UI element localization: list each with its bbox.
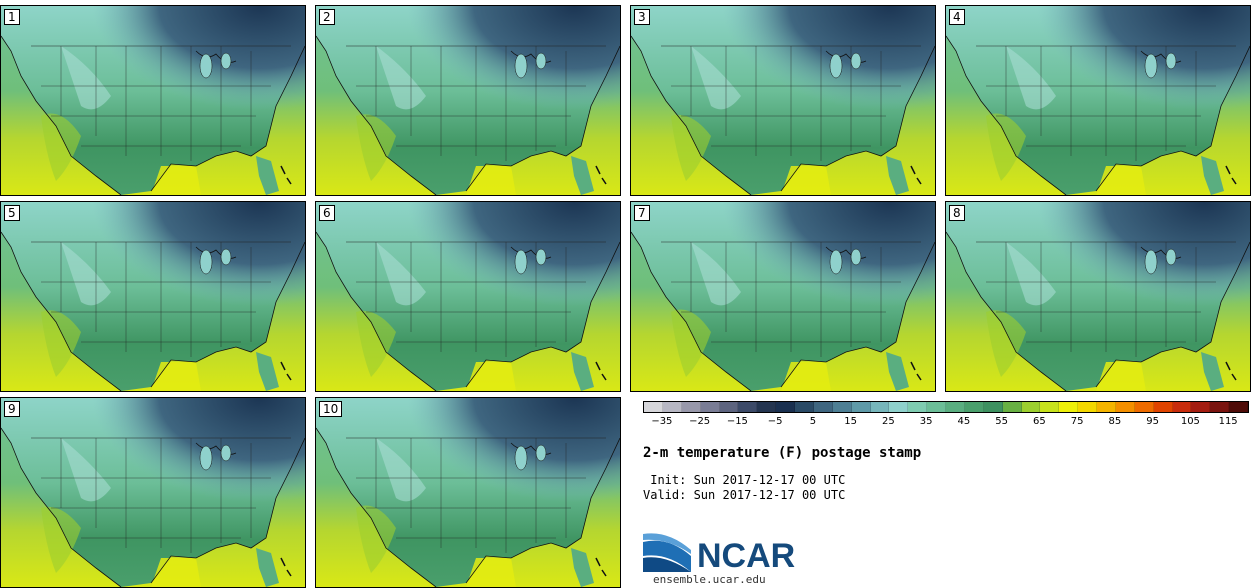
site-url: ensemble.ucar.edu xyxy=(653,573,766,586)
colorbar-cell xyxy=(1021,402,1041,412)
panel-number: 10 xyxy=(319,401,343,417)
panel-number: 2 xyxy=(319,9,335,25)
colorbar-cell xyxy=(1172,402,1192,412)
panel-number: 5 xyxy=(4,205,20,221)
colorbar-cell xyxy=(1229,402,1248,412)
colorbar-cell xyxy=(1134,402,1154,412)
panel-number: 3 xyxy=(634,9,650,25)
chart-title: 2-m temperature (F) postage stamp xyxy=(643,445,922,461)
colorbar-cell xyxy=(1210,402,1230,412)
colorbar-tick-label: −5 xyxy=(767,416,783,427)
panel-number: 7 xyxy=(634,205,650,221)
panel-number: 8 xyxy=(949,205,965,221)
colorbar-tick-label: 15 xyxy=(844,416,857,427)
colorbar-tick-label: −25 xyxy=(689,416,711,427)
map-panel-8: 8 xyxy=(945,201,1251,392)
map-panel-1: 1 xyxy=(0,5,306,196)
colorbar-cell xyxy=(832,402,852,412)
colorbar-cell xyxy=(908,402,928,412)
valid-time: Valid: Sun 2017-12-17 00 UTC xyxy=(643,488,846,502)
colorbar-tick-label: 75 xyxy=(1070,416,1084,427)
colorbar-cell xyxy=(757,402,777,412)
colorbar-tick-label: 5 xyxy=(809,416,817,427)
init-time: Init: Sun 2017-12-17 00 UTC xyxy=(643,473,846,487)
panel-number: 4 xyxy=(949,9,965,25)
time-info: Init: Sun 2017-12-17 00 UTC Valid: Sun 2… xyxy=(643,473,845,503)
colorbar-cell xyxy=(851,402,871,412)
panel-number: 9 xyxy=(4,401,20,417)
colorbar-cell xyxy=(1078,402,1097,412)
colorbar-cell xyxy=(1153,402,1173,412)
map-panel-3: 3 xyxy=(630,5,936,196)
colorbar-tick-label: 25 xyxy=(882,416,895,427)
colorbar-cell xyxy=(738,402,758,412)
colorbar-tick-label: −15 xyxy=(726,416,748,427)
colorbar-cell xyxy=(700,402,720,412)
colorbar-cell xyxy=(1059,402,1079,412)
colorbar-tick-label: 45 xyxy=(957,416,971,427)
colorbar-cell xyxy=(1002,402,1022,412)
colorbar-cell xyxy=(927,402,946,412)
colorbar-cell xyxy=(795,402,814,412)
colorbar-tick-label: 85 xyxy=(1108,416,1122,427)
colorbar-cell xyxy=(946,402,965,412)
colorbar-cell xyxy=(662,402,682,412)
panel-number: 6 xyxy=(319,205,335,221)
colorbar-tick-label: 95 xyxy=(1146,416,1159,427)
colorbar-tick-label: 115 xyxy=(1218,416,1238,427)
colorbar-cell xyxy=(1115,402,1135,412)
colorbar-cell xyxy=(964,402,984,412)
colorbar-tick-label: −35 xyxy=(651,416,673,427)
colorbar-cell xyxy=(1097,402,1116,412)
map-panel-4: 4 xyxy=(945,5,1251,196)
colorbar-cell xyxy=(1191,402,1211,412)
colorbar-tick-label: 35 xyxy=(919,416,933,427)
colorbar-cell xyxy=(681,402,701,412)
colorbar-cell xyxy=(719,402,739,412)
map-panel-9: 9 xyxy=(0,397,306,588)
panel-number: 1 xyxy=(4,9,20,25)
colorbar-cell xyxy=(813,402,833,412)
colorbar-cell xyxy=(776,402,795,412)
map-panel-5: 5 xyxy=(0,201,306,392)
ncar-logo-text: NCAR xyxy=(697,537,796,575)
map-panel-10: 10 xyxy=(315,397,621,588)
colorbar-tick-label: 105 xyxy=(1180,416,1200,427)
colorbar-cell xyxy=(889,402,909,412)
colorbar xyxy=(643,401,1249,413)
map-panel-6: 6 xyxy=(315,201,621,392)
map-panel-2: 2 xyxy=(315,5,621,196)
map-panel-7: 7 xyxy=(630,201,936,392)
colorbar-labels: −35 −25 −15 −5 5 15 25 35 45 55 65 75 85 95 105 115 xyxy=(643,416,1249,430)
ncar-logo-icon xyxy=(643,533,691,572)
colorbar-cell xyxy=(1040,402,1060,412)
colorbar-tick-label: 65 xyxy=(1033,416,1046,427)
colorbar-cell xyxy=(870,402,890,412)
colorbar-tick-label: 55 xyxy=(995,416,1008,427)
colorbar-cell xyxy=(644,402,663,412)
colorbar-cell xyxy=(983,402,1003,412)
